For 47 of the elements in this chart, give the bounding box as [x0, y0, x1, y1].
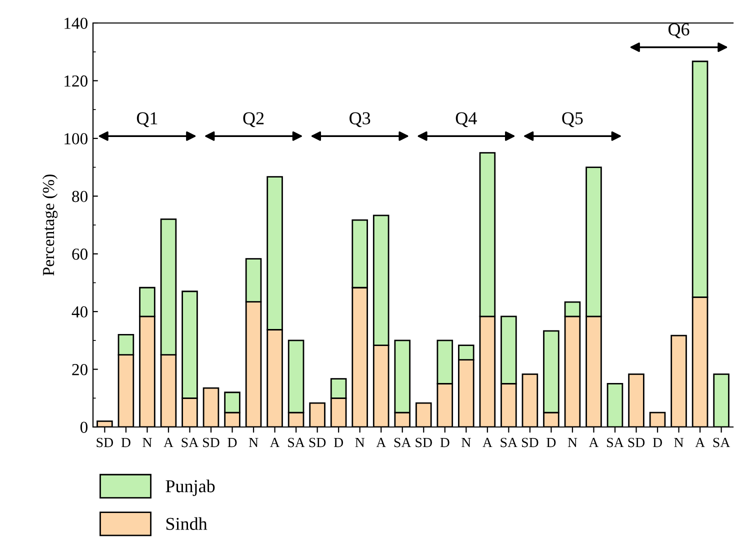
x-tick-label: N: [568, 438, 578, 448]
y-tick-label: 20: [72, 364, 88, 376]
y-tick-label: 80: [72, 190, 88, 202]
annotation: Q6: [668, 23, 690, 38]
y-axis-title: Percentage (%): [42, 174, 58, 276]
legend-label: Punjab: [166, 480, 215, 496]
x-tick-label: SA: [713, 438, 730, 448]
x-tick-label: N: [462, 438, 471, 448]
x-tick-label: SA: [500, 438, 518, 448]
annotation: Q3: [350, 112, 370, 128]
y-tick-label: 140: [64, 18, 88, 29]
x-tick-label: A: [376, 438, 386, 448]
x-tick-label: D: [334, 438, 344, 448]
x-tick-label: SA: [288, 438, 305, 448]
x-tick-label: A: [482, 438, 492, 448]
x-tick-label: SD: [522, 438, 538, 448]
x-tick-label: SD: [416, 438, 432, 448]
x-tick-label: N: [142, 438, 152, 448]
x-tick-label: N: [674, 438, 684, 448]
annotation: Q2: [243, 112, 264, 128]
x-tick-label: SA: [607, 438, 624, 448]
y-tick-label: 60: [72, 248, 88, 260]
annotation: Q4: [456, 112, 477, 128]
x-tick-label: SD: [628, 438, 645, 448]
x-tick-label: D: [546, 438, 556, 448]
annotation: Q5: [562, 112, 583, 128]
x-tick-label: SD: [203, 438, 220, 448]
x-tick-label: D: [121, 438, 130, 448]
legend-label: Sindh: [166, 517, 208, 530]
y-tick-label: 100: [64, 133, 88, 144]
x-tick-label: N: [248, 438, 258, 448]
x-tick-label: A: [695, 438, 705, 448]
x-tick-label: A: [588, 438, 599, 448]
x-tick-label: N: [355, 438, 365, 448]
x-tick-label: SD: [96, 438, 114, 448]
x-tick-label: SA: [182, 438, 199, 448]
x-tick-label: D: [440, 438, 450, 448]
annotation: Q1: [136, 112, 158, 128]
x-tick-label: A: [164, 438, 174, 448]
x-tick-label: D: [228, 438, 237, 448]
y-tick-label: 40: [72, 306, 88, 318]
y-tick-label: 0: [80, 422, 88, 433]
x-tick-label: A: [270, 438, 280, 448]
x-tick-label: SA: [394, 438, 412, 448]
y-tick-label: 120: [64, 75, 88, 87]
x-tick-label: SD: [309, 438, 326, 448]
x-tick-label: D: [652, 438, 662, 448]
